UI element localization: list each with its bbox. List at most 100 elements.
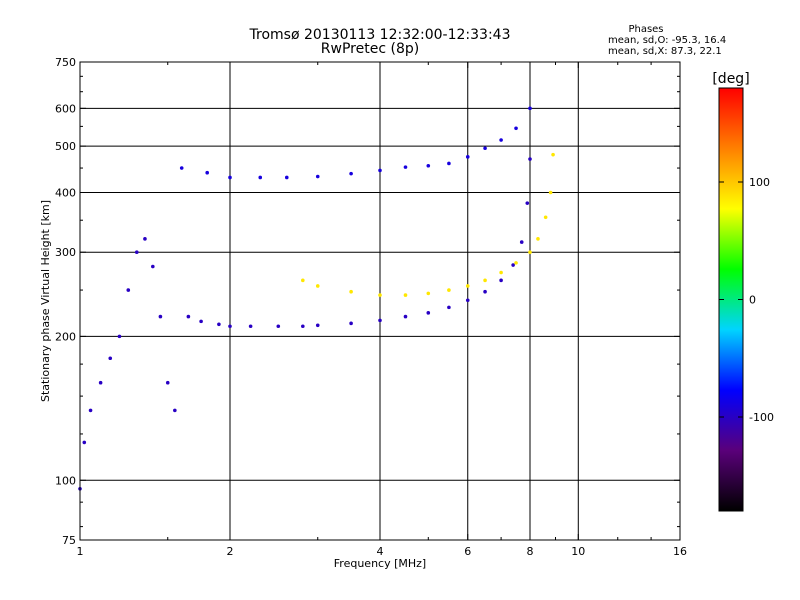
- data-point: Multi-hop echo: 3 MHz, 432 km: [315, 174, 320, 179]
- data-point: Low-frequency spread: 1.3 MHz, 300 km: [134, 250, 139, 255]
- data-point: X-mode F trace: 7 MHz, 272 km: [499, 270, 503, 275]
- data-point: O-mode F trace: 8 MHz, 470 km: [528, 157, 532, 161]
- series-o-mode-f-trace: O-mode F trace: 1.65 MHz, 220 km O-mode F…: [186, 157, 532, 329]
- data-point: X-mode F trace: 7.5 MHz, 285 km: [514, 261, 518, 265]
- data-point: O-mode F trace: 1.9 MHz, 212 km: [217, 322, 221, 327]
- x-tick-label: 8: [527, 545, 534, 558]
- colorbar-label: [deg]: [712, 71, 749, 87]
- y-tick-label: 300: [55, 246, 76, 259]
- data-point: X-mode F trace: 6 MHz, 255 km: [465, 284, 470, 288]
- data-point: O-mode F trace: 2 MHz, 210 km: [228, 324, 232, 329]
- x-tick-label: 16: [673, 545, 687, 558]
- data-point: Multi-hop echo: 2.6 MHz, 430 km: [284, 175, 289, 180]
- data-point: X-mode F trace: 8.6 MHz, 355 km: [543, 215, 548, 220]
- data-point: X-mode F trace: 5 MHz, 246 km: [426, 291, 431, 296]
- data-point: X-mode F trace: 6.5 MHz, 262 km: [483, 278, 487, 283]
- phases-o-line: mean, sd,O: -95.3, 16.4: [608, 35, 726, 46]
- data-point: O-mode F trace: 6 MHz, 238 km: [465, 298, 470, 303]
- data-point: O-mode F trace: 3 MHz, 211 km: [315, 323, 320, 328]
- y-tick-label: 600: [55, 102, 76, 115]
- data-point: O-mode F trace: 6.5 MHz, 248 km: [483, 289, 487, 294]
- x-tick-label: 10: [571, 545, 585, 558]
- x-tick-label: 1: [77, 545, 84, 558]
- colorbar-tick-label: 100: [749, 176, 770, 189]
- data-point: Low-frequency spread: 1.1 MHz, 160 km: [98, 380, 103, 385]
- series-multi-hop-echo: Multi-hop echo: 1.6 MHz, 450 km Multi-hop…: [179, 106, 532, 180]
- data-point: X-mode F trace: 8.3 MHz, 320 km: [536, 237, 540, 241]
- data-point: Low-frequency spread: 1.4 MHz, 280 km: [151, 264, 155, 269]
- axis-ticks: 1 2 4 6 8 10 16 75 100 200 300 400 500 600 750: [55, 56, 687, 558]
- data-point: O-mode F trace: 4.5 MHz, 220 km: [403, 314, 408, 319]
- data-point: X-mode F trace: 3 MHz, 255 km: [315, 284, 320, 288]
- data-point: Multi-hop echo: 4.5 MHz, 452 km: [403, 165, 408, 169]
- x-tick-label: 4: [377, 545, 384, 558]
- phases-heading: Phases: [628, 24, 663, 35]
- data-point: X-mode F trace: 8.8 MHz, 400 km: [548, 190, 553, 195]
- data-point: O-mode F trace: 7.7 MHz, 315 km: [519, 240, 524, 244]
- y-tick-label: 750: [55, 56, 76, 69]
- data-point: Multi-hop echo: 5 MHz, 455 km: [426, 163, 431, 168]
- colorbar-tick-label: 0: [749, 294, 756, 307]
- phases-legend: Phases mean, sd,O: -95.3, 16.4 mean, sd,…: [608, 24, 726, 57]
- data-point: O-mode F trace: 7.4 MHz, 282 km: [511, 263, 515, 267]
- data-point: Multi-hop echo: 3.5 MHz, 438 km: [349, 171, 353, 176]
- data-point: Multi-hop echo: 2.3 MHz, 430 km: [258, 175, 263, 180]
- data-point: X-mode F trace: 2.8 MHz, 262 km: [301, 278, 305, 283]
- data-point: Low-frequency spread: 1.05 MHz, 140 km: [88, 408, 93, 413]
- title-block: Tromsø 20130113 12:32:00-12:33:43 RwPret…: [249, 27, 511, 57]
- data-point: Multi-hop echo: 5.5 MHz, 460 km: [447, 161, 451, 166]
- data-point: Low-frequency spread: 1.55 MHz, 140 km: [173, 408, 177, 413]
- data-point: Multi-hop echo: 4 MHz, 445 km: [378, 168, 382, 173]
- data-point: Low-frequency spread: 1.25 MHz, 250 km: [126, 288, 131, 292]
- series-x-mode-f-trace: X-mode F trace: 2.8 MHz, 262 km X-mode F …: [301, 152, 555, 297]
- colorbar-ticks: -100 0 100: [719, 176, 774, 424]
- data-point: O-mode F trace: 4 MHz, 216 km: [378, 318, 382, 323]
- phases-x-line: mean, sd,X: 87.3, 22.1: [608, 46, 722, 57]
- chart-title: Tromsø 20130113 12:32:00-12:33:43: [249, 27, 511, 43]
- data-point: Multi-hop echo: 1.8 MHz, 440 km: [205, 170, 209, 175]
- series-low-frequency-spread: Low-frequency spread: 1 MHz, 96 kmLow-fr…: [78, 237, 177, 491]
- y-tick-label: 500: [55, 140, 76, 153]
- data-point: O-mode F trace: 2.5 MHz, 210 km: [276, 324, 281, 329]
- data-point: X-mode F trace: 8 MHz, 300 km: [528, 250, 532, 255]
- data-point: X-mode F trace: 4.5 MHz, 244 km: [403, 293, 408, 297]
- data-point: X-mode F trace: 3.5 MHz, 248 km: [349, 289, 353, 294]
- data-point: O-mode F trace: 5.5 MHz, 230 km: [447, 305, 451, 310]
- x-tick-label: 2: [227, 545, 234, 558]
- data-point: Low-frequency spread: 1.2 MHz, 200 km: [117, 334, 122, 339]
- grid-lines: [80, 62, 680, 540]
- data-point: O-mode F trace: 2.8 MHz, 210 km: [301, 324, 305, 329]
- data-points: O-mode F trace: 1.65 MHz, 220 km O-mode F…: [78, 106, 555, 491]
- data-point: Multi-hop echo: 7 MHz, 515 km: [499, 138, 503, 142]
- y-tick-label: 200: [55, 330, 76, 343]
- data-point: O-mode F trace: 2.2 MHz, 210 km: [248, 324, 253, 329]
- data-point: Low-frequency spread: 1.15 MHz, 180 km: [108, 356, 113, 361]
- y-axis-label: Stationary phase Virtual Height [km]: [39, 200, 52, 402]
- data-point: X-mode F trace: 4 MHz, 244 km: [378, 293, 382, 297]
- data-point: Multi-hop echo: 2 MHz, 430 km: [228, 175, 232, 180]
- data-point: Low-frequency spread: 1.5 MHz, 160 km: [165, 380, 170, 385]
- data-point: Low-frequency spread: 1.02 MHz, 120 km: [82, 440, 87, 445]
- data-point: O-mode F trace: 5 MHz, 224 km: [426, 311, 431, 315]
- x-tick-label: 6: [464, 545, 471, 558]
- chart-subtitle: RwPretec (8p): [321, 41, 419, 57]
- data-point: Multi-hop echo: 7.5 MHz, 545 km: [514, 126, 518, 131]
- data-point: Low-frequency spread: 1.35 MHz, 320 km: [143, 237, 147, 241]
- data-point: O-mode F trace: 7 MHz, 262 km: [499, 278, 503, 283]
- data-point: Multi-hop echo: 1.6 MHz, 450 km: [179, 166, 184, 170]
- data-point: X-mode F trace: 5.5 MHz, 250 km: [447, 288, 451, 292]
- data-point: O-mode F trace: 1.65 MHz, 220 km: [186, 314, 191, 319]
- data-point: Low-frequency spread: 1.45 MHz, 220 km: [158, 314, 163, 319]
- data-point: O-mode F trace: 3.5 MHz, 213 km: [349, 321, 353, 326]
- data-point: Multi-hop echo: 8 MHz, 600 km: [528, 106, 532, 111]
- colorbar-tick-label: -100: [749, 411, 774, 424]
- y-tick-label: 100: [55, 474, 76, 487]
- data-point: O-mode F trace: 7.9 MHz, 380 km: [525, 201, 530, 205]
- y-tick-label: 75: [62, 534, 76, 547]
- data-point: Multi-hop echo: 6 MHz, 475 km: [465, 155, 470, 159]
- y-tick-label: 400: [55, 186, 76, 199]
- x-axis-label: Frequency [MHz]: [334, 557, 426, 570]
- data-point: O-mode F trace: 1.75 MHz, 215 km: [199, 319, 203, 324]
- data-point: X-mode F trace: 8.9 MHz, 480 km: [551, 152, 555, 157]
